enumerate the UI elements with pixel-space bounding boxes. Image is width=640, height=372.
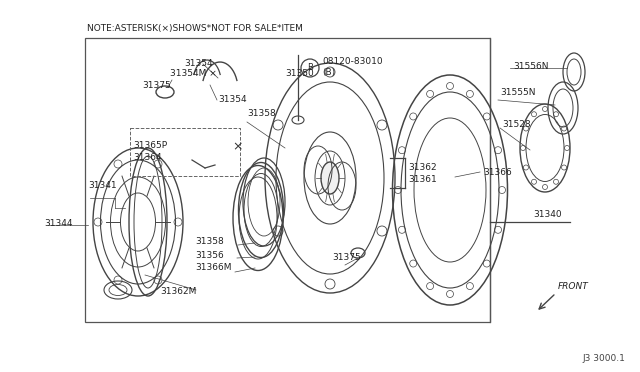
Text: 31364: 31364 bbox=[133, 153, 162, 161]
Text: 31356: 31356 bbox=[195, 250, 224, 260]
Text: 31556N: 31556N bbox=[513, 62, 548, 71]
Text: 31555N: 31555N bbox=[500, 88, 536, 97]
Text: 31358: 31358 bbox=[247, 109, 276, 118]
Text: 31340: 31340 bbox=[533, 210, 562, 219]
Text: NOTE:ASTERISK(×)SHOWS*NOT FOR SALE*ITEM: NOTE:ASTERISK(×)SHOWS*NOT FOR SALE*ITEM bbox=[87, 24, 303, 33]
Text: 31366: 31366 bbox=[483, 168, 512, 177]
Text: 31528: 31528 bbox=[502, 120, 531, 129]
Text: 31350: 31350 bbox=[285, 68, 314, 77]
Text: 31358: 31358 bbox=[195, 237, 224, 246]
Text: (B): (B) bbox=[322, 68, 335, 77]
Text: FRONT: FRONT bbox=[558, 282, 589, 291]
Text: 31362: 31362 bbox=[408, 164, 436, 173]
Text: 31365P: 31365P bbox=[133, 141, 167, 150]
Text: 31375: 31375 bbox=[332, 253, 361, 263]
Ellipse shape bbox=[321, 162, 339, 194]
Text: J3 3000.1: J3 3000.1 bbox=[582, 354, 625, 363]
Text: 31344: 31344 bbox=[44, 218, 72, 228]
Text: 31354: 31354 bbox=[184, 58, 212, 67]
Text: 31361: 31361 bbox=[408, 176, 436, 185]
Text: 31366M: 31366M bbox=[195, 263, 232, 272]
Text: 31375: 31375 bbox=[142, 81, 171, 90]
Text: 08120-83010: 08120-83010 bbox=[322, 58, 383, 67]
Text: 31362M: 31362M bbox=[160, 286, 196, 295]
Text: 31341: 31341 bbox=[88, 182, 116, 190]
Bar bbox=[85, 38, 490, 322]
Text: ×: × bbox=[232, 141, 243, 154]
Text: B: B bbox=[307, 64, 313, 73]
Text: 31354M ×: 31354M × bbox=[170, 70, 217, 78]
Text: 31354: 31354 bbox=[218, 96, 246, 105]
